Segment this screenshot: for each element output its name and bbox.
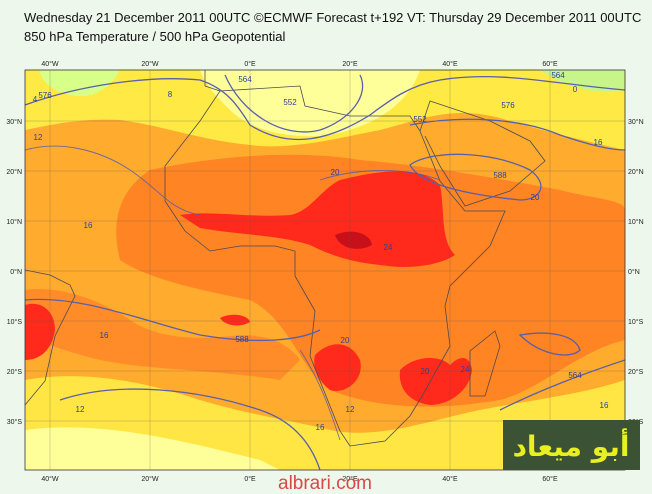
contour	[59, 388, 321, 470]
contour	[409, 153, 542, 201]
watermark-box	[503, 420, 640, 470]
latitude-label: 0°N	[10, 268, 22, 276]
contour	[25, 76, 625, 141]
red-patch	[220, 314, 250, 326]
watermark-site: albrari.com	[278, 473, 372, 494]
longitude-label: 20°W	[141, 60, 159, 68]
longitude-label: 20°W	[141, 475, 159, 483]
latitude-label: 20°N	[628, 168, 644, 176]
contour	[224, 74, 364, 133]
longitude-label: 40°W	[41, 60, 59, 68]
orange-south-atlantic	[25, 289, 300, 380]
longitude-label: 20°E	[342, 60, 358, 68]
contour	[409, 118, 625, 151]
green-north	[40, 70, 120, 97]
red-south-2	[399, 358, 472, 405]
pale-south	[25, 427, 280, 470]
contour-label: 564	[568, 371, 582, 380]
contour	[499, 359, 625, 411]
latitude-label: 0°N	[628, 268, 640, 276]
contour-label: 24	[461, 365, 470, 374]
grid-lines	[25, 70, 625, 470]
contour-label: 588	[235, 335, 249, 344]
longitude-label: 40°E	[442, 60, 458, 68]
axis-labels: 40°W 40°W 20°W 20°W 0°E 0°E 20°E 20°E 40°E 40°E 60…	[6, 60, 643, 483]
contour-label: 4	[33, 95, 38, 104]
contour-label: 16	[100, 331, 109, 340]
latitude-label: 20°S	[628, 368, 644, 376]
contour-label: 20	[421, 367, 430, 376]
longitude-label: 60°E	[542, 60, 558, 68]
watermark-arabic: أبو ميعاد	[513, 428, 630, 463]
latitude-label: 30°S	[7, 418, 23, 426]
contour	[25, 145, 201, 216]
contour-label: 8	[168, 90, 173, 99]
dark-red-core	[335, 231, 372, 249]
longitude-label: 20°E	[342, 475, 358, 483]
latitude-label: 10°N	[628, 218, 644, 226]
longitude-label: 60°E	[542, 475, 558, 483]
contour-label: 564	[551, 71, 565, 80]
latitude-label: 30°N	[628, 118, 644, 126]
red-south-1	[314, 344, 361, 391]
contour	[25, 298, 321, 342]
latitude-label: 10°S	[7, 318, 23, 326]
red-sahel	[180, 171, 455, 267]
iberia-coast	[204, 70, 221, 92]
latitude-label: 10°N	[6, 218, 22, 226]
pale-north	[200, 70, 420, 137]
madagascar-coast	[469, 330, 501, 397]
contour-label: 16	[594, 138, 603, 147]
green-north-east	[540, 70, 625, 92]
contour-label: 12	[346, 405, 355, 414]
contour	[319, 170, 441, 181]
graticule	[25, 70, 625, 470]
longitude-label: 0°E	[244, 475, 256, 483]
contour-label: 564	[238, 75, 252, 84]
contour-label: 16	[84, 221, 93, 230]
map-frame	[24, 69, 626, 471]
contour-label: 20	[341, 336, 350, 345]
geopotential-contours	[25, 74, 625, 470]
contour-label: 12	[76, 405, 85, 414]
contour-label: 552	[413, 115, 427, 124]
contour-label: 16	[316, 423, 325, 432]
contour-label: 20	[531, 193, 540, 202]
latitude-label: 20°N	[6, 168, 22, 176]
latitude-label: 20°S	[7, 368, 23, 376]
contour-label: 20	[331, 168, 340, 177]
contour-label: 576	[501, 101, 515, 110]
contour-labels: 576 564 552 8 4 12 16 20 24 576 588 564 16 20 20 24 588 1…	[33, 71, 609, 432]
contour	[518, 332, 581, 356]
title-line-1: Wednesday 21 December 2011 00UTC ©ECMWF …	[24, 10, 641, 25]
longitude-label: 0°E	[244, 60, 256, 68]
contour-label: 588	[493, 171, 507, 180]
temperature-contours	[25, 145, 441, 441]
latitude-label: 10°S	[628, 318, 644, 326]
longitude-label: 40°E	[442, 475, 458, 483]
contour-label: 0	[573, 85, 578, 94]
contour-label: 576	[38, 91, 52, 100]
latitude-label: 30°N	[6, 118, 22, 126]
red-brazil	[25, 303, 55, 360]
title-line-2: 850 hPa Temperature / 500 hPa Geopotenti…	[24, 29, 286, 44]
map-field: 576 564 552 8 4 12 16 20 24 576 588 564 16 20 20 24 588 1…	[25, 70, 625, 470]
contour-label: 24	[384, 243, 393, 252]
contour-label: 16	[600, 401, 609, 410]
contour	[299, 349, 341, 441]
contour-label: 12	[34, 133, 43, 142]
longitude-label: 40°W	[41, 475, 59, 483]
contour-label: 552	[283, 98, 297, 107]
